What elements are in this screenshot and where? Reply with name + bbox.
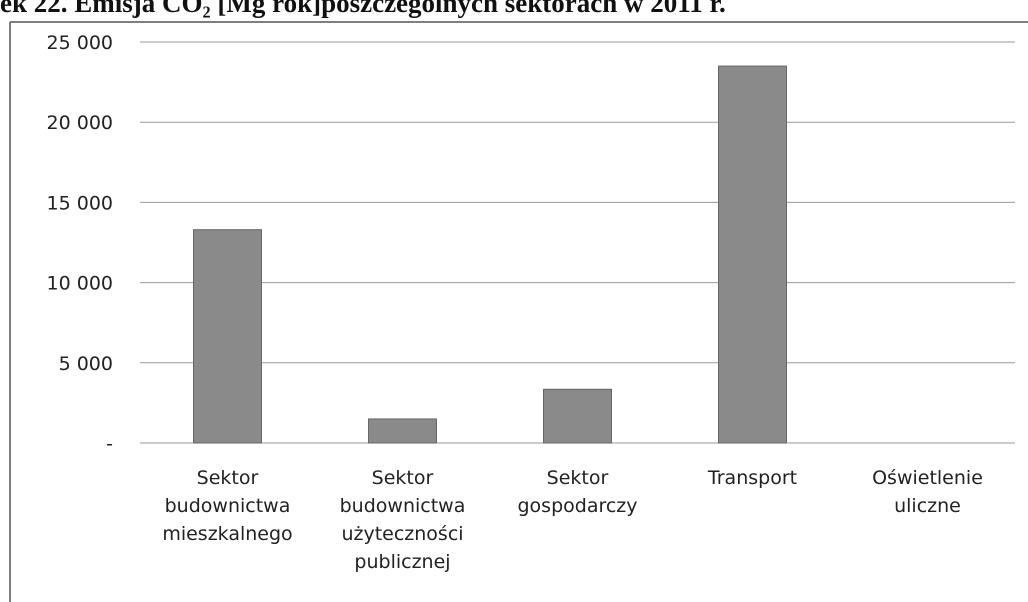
x-tick-label: Oświetlenie uliczne <box>872 467 983 517</box>
x-tick-label-line: publicznej <box>354 551 450 573</box>
x-tick-label: Transport <box>707 467 797 489</box>
x-tick-label-line: Sektor <box>197 467 259 489</box>
chart-title: ek 22. Emisja CO₂ [Mg rok]poszczególnych… <box>0 0 726 18</box>
x-tick-label-line: użyteczności <box>341 523 463 545</box>
x-tick-label: Sektor budownictwa mieszkalnego <box>162 467 292 545</box>
x-tick-label: Sektor gospodarczy <box>517 467 637 517</box>
x-tick-label-line: budownictwa <box>165 495 291 517</box>
x-tick-label: Sektor budownictwa użyteczności publicznej <box>340 467 466 573</box>
x-tick-label-line: mieszkalnego <box>162 523 292 545</box>
y-tick-label: 5 000 <box>59 353 113 375</box>
bar <box>543 388 612 444</box>
x-tick-label-line: uliczne <box>894 495 961 517</box>
x-tick-label-line: Transport <box>707 467 797 489</box>
y-tick-label: - <box>106 433 113 455</box>
y-tick-label: 25 000 <box>47 32 113 54</box>
x-tick-label-line: Sektor <box>372 467 434 489</box>
y-tick-label: 10 000 <box>47 273 113 295</box>
bar <box>193 229 262 444</box>
x-tick-label-line: Oświetlenie <box>872 467 983 489</box>
x-tick-label-line: Sektor <box>547 467 609 489</box>
bar <box>718 65 787 444</box>
bar <box>368 418 437 444</box>
x-tick-label-line: gospodarczy <box>517 495 637 517</box>
y-tick-label: 20 000 <box>47 112 113 134</box>
y-tick-label: 15 000 <box>47 192 113 214</box>
x-tick-label-line: budownictwa <box>340 495 466 517</box>
